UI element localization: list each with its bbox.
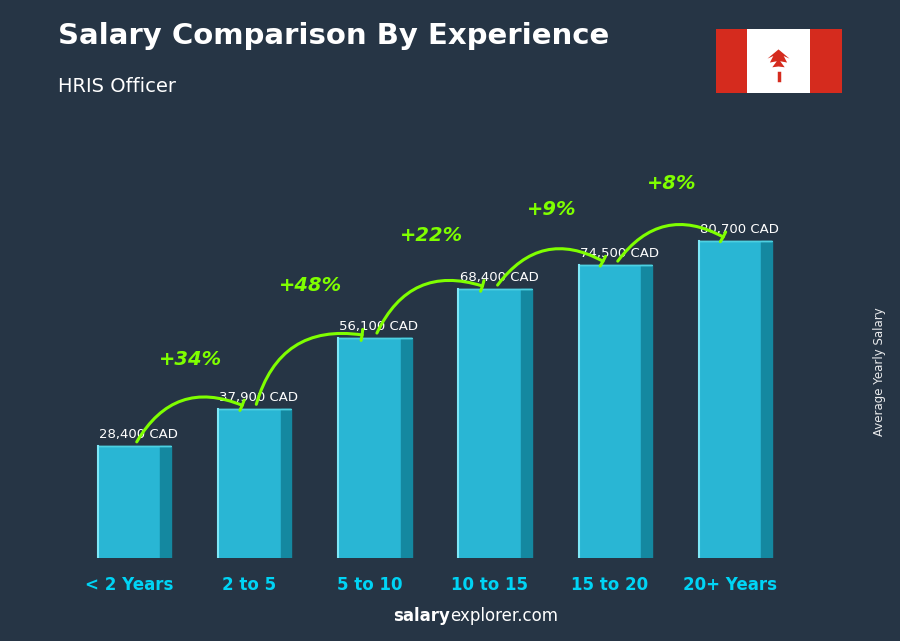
- Polygon shape: [761, 241, 772, 558]
- Text: 74,500 CAD: 74,500 CAD: [580, 247, 659, 260]
- Text: explorer.com: explorer.com: [450, 607, 558, 625]
- Text: +48%: +48%: [279, 276, 343, 296]
- Polygon shape: [281, 409, 292, 558]
- Text: salary: salary: [393, 607, 450, 625]
- Bar: [218, 409, 281, 558]
- Polygon shape: [641, 265, 652, 558]
- Bar: [579, 265, 641, 558]
- Polygon shape: [768, 49, 789, 67]
- Text: 56,100 CAD: 56,100 CAD: [339, 319, 418, 333]
- Bar: [458, 289, 521, 558]
- Text: +34%: +34%: [159, 349, 222, 369]
- Bar: [98, 446, 160, 558]
- Text: 68,400 CAD: 68,400 CAD: [460, 271, 538, 284]
- Bar: [338, 338, 400, 558]
- Text: HRIS Officer: HRIS Officer: [58, 77, 176, 96]
- Text: +8%: +8%: [647, 174, 697, 193]
- Text: +9%: +9%: [526, 200, 576, 219]
- Polygon shape: [521, 289, 532, 558]
- Text: Average Yearly Salary: Average Yearly Salary: [874, 308, 886, 436]
- Bar: [747, 29, 810, 93]
- Text: +22%: +22%: [400, 226, 463, 245]
- Text: 28,400 CAD: 28,400 CAD: [99, 428, 178, 441]
- Bar: [810, 29, 842, 93]
- Text: 37,900 CAD: 37,900 CAD: [220, 391, 298, 404]
- Text: 80,700 CAD: 80,700 CAD: [700, 223, 778, 236]
- Text: Salary Comparison By Experience: Salary Comparison By Experience: [58, 22, 610, 51]
- Bar: [716, 29, 747, 93]
- Bar: [698, 241, 761, 558]
- Polygon shape: [160, 446, 171, 558]
- Polygon shape: [400, 338, 411, 558]
